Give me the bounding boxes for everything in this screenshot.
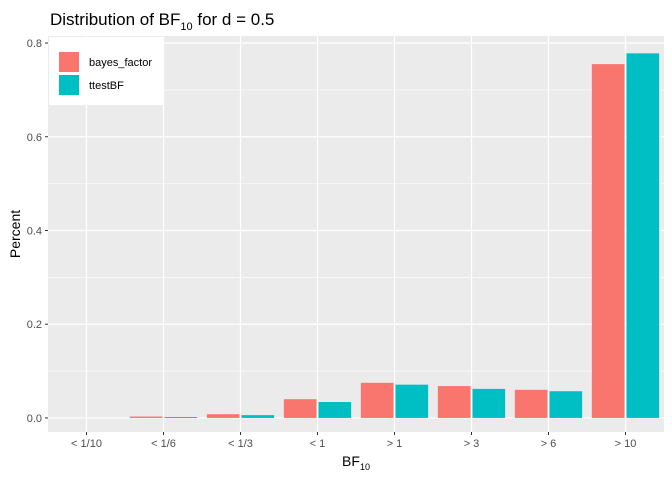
bar-bayes_factor-3 — [206, 414, 240, 418]
y-tick-label: 0.0 — [27, 413, 42, 425]
y-axis-title: Percent — [7, 210, 23, 258]
x-axis-title-subscript: 10 — [360, 462, 370, 472]
chart-title-main: Distribution of BF — [50, 10, 180, 29]
legend-key-ttestBF — [59, 75, 79, 95]
bar-ttestBF-7 — [549, 391, 583, 418]
bar-bayes_factor-8 — [591, 64, 625, 418]
x-tick-label: < 1/6 — [151, 438, 176, 450]
y-tick-label: 0.8 — [27, 38, 42, 50]
x-tick-label: > 10 — [615, 438, 637, 450]
bar-bayes_factor-6 — [437, 386, 471, 418]
x-tick-label: < 1/10 — [71, 438, 102, 450]
x-tick-label: > 3 — [464, 438, 480, 450]
x-axis: < 1/10 < 1/6 < 1/3 < 1 > 1 > 3 > 6 > 10 — [71, 432, 636, 450]
legend-key-bayes_factor — [59, 52, 79, 72]
x-axis-title: BF10 — [342, 453, 370, 472]
x-tick-label: < 1/3 — [228, 438, 253, 450]
bar-ttestBF-5 — [395, 384, 429, 418]
y-tick-label: 0.6 — [27, 132, 42, 144]
bar-bayes_factor-4 — [283, 399, 317, 418]
bar-bayes_factor-2 — [129, 416, 163, 418]
chart-title-subscript: 10 — [180, 21, 192, 33]
y-tick-label: 0.4 — [27, 225, 42, 237]
bar-ttestBF-6 — [472, 388, 506, 418]
legend-label-ttestBF: ttestBF — [89, 80, 124, 92]
bar-ttestBF-8 — [626, 53, 660, 418]
x-tick-label: > 1 — [387, 438, 403, 450]
legend: bayes_factor ttestBF — [49, 37, 163, 105]
chart-title-suffix: for d = 0.5 — [193, 10, 275, 29]
bar-bayes_factor-7 — [514, 389, 548, 418]
bar-bayes_factor-5 — [360, 382, 394, 418]
bar-ttestBF-4 — [318, 402, 352, 418]
bar-ttestBF-3 — [241, 415, 275, 418]
y-tick-label: 0.2 — [27, 319, 42, 331]
x-tick-label: > 6 — [541, 438, 557, 450]
x-axis-title-main: BF — [342, 453, 360, 469]
bars — [129, 53, 660, 418]
x-tick-label: < 1 — [310, 438, 326, 450]
legend-label-bayes_factor: bayes_factor — [89, 57, 152, 69]
chart-title: Distribution of BF10 for d = 0.5 — [50, 10, 274, 33]
bar-ttestBF-2 — [164, 417, 198, 418]
y-axis: 0.0 0.2 0.4 0.6 0.8 — [27, 38, 48, 425]
